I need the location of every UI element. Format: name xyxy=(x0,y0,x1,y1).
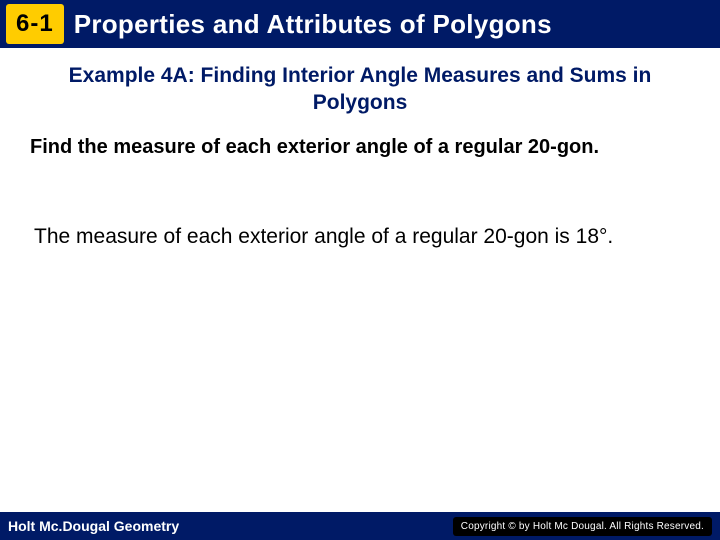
section-number-badge: 6-1 xyxy=(6,4,64,44)
example-title: Example 4A: Finding Interior Angle Measu… xyxy=(0,48,720,121)
slide-header: 6-1 Properties and Attributes of Polygon… xyxy=(0,0,720,48)
slide-footer: Holt Mc.Dougal Geometry Copyright © by H… xyxy=(0,512,720,540)
copyright-label: Copyright © by Holt Mc Dougal. All Right… xyxy=(453,517,712,536)
header-title: Properties and Attributes of Polygons xyxy=(74,9,552,40)
answer-statement: The measure of each exterior angle of a … xyxy=(0,160,720,250)
publisher-label: Holt Mc.Dougal Geometry xyxy=(8,518,179,534)
problem-statement: Find the measure of each exterior angle … xyxy=(0,121,720,160)
